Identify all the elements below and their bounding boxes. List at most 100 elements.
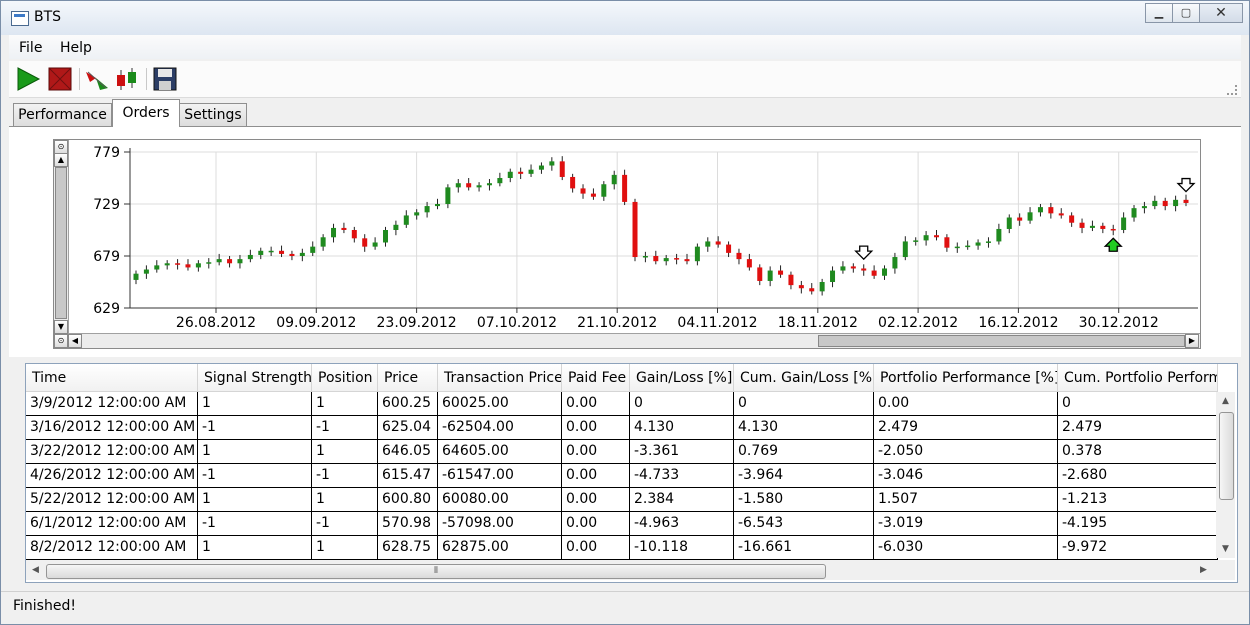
menu-bar: File Help: [9, 35, 1241, 59]
candle-body: [237, 259, 243, 264]
candle-body: [424, 206, 430, 213]
table-cell: -3.964: [734, 464, 874, 488]
candle-body: [206, 262, 212, 264]
table-cell: -6.030: [874, 536, 1058, 560]
candle-body: [1048, 207, 1054, 214]
table-cell: 1: [198, 536, 312, 560]
grid-vertical-thumb[interactable]: [1219, 412, 1234, 500]
scroll-down-icon[interactable]: ▼: [54, 320, 68, 334]
candle-body: [143, 269, 149, 274]
chart-vertical-thumb[interactable]: [55, 167, 67, 319]
column-header[interactable]: Signal Strength: [198, 364, 312, 392]
table-row[interactable]: 8/2/2012 12:00:00 AM 1 1 628.75 62875.00 0.00…: [26, 536, 1218, 560]
column-header[interactable]: Transaction Price: [438, 364, 562, 392]
table-row[interactable]: 3/22/2012 12:00:00 AM 1 1 646.05 64605.00 0.0…: [26, 440, 1218, 464]
table-cell: -1: [312, 416, 378, 440]
column-header[interactable]: Paid Fee: [562, 364, 630, 392]
x-tick-label: 30.12.2012: [1079, 315, 1159, 331]
column-header[interactable]: Cum. Gain/Loss [%]: [734, 364, 874, 392]
candle-body: [1110, 228, 1116, 231]
column-header[interactable]: Cum. Portfolio Perform: [1058, 364, 1218, 392]
tab-performance[interactable]: Performance: [13, 103, 112, 127]
scroll-up-icon[interactable]: ▲: [54, 153, 68, 167]
candle-body: [383, 230, 389, 243]
column-header[interactable]: Price: [378, 364, 438, 392]
stop-button[interactable]: [47, 66, 73, 92]
column-header[interactable]: Time: [26, 364, 198, 392]
candle-body: [175, 263, 181, 265]
candle-body: [1141, 206, 1147, 209]
save-button[interactable]: [152, 66, 178, 92]
grid-horizontal-scrollbar[interactable]: ◀ ⦀ ▶: [26, 560, 1235, 580]
chart-zoom-icon[interactable]: ⊙: [54, 140, 68, 154]
table-cell: 3/22/2012 12:00:00 AM: [26, 440, 198, 464]
candle-body: [830, 270, 836, 282]
candle-body: [227, 259, 233, 264]
scroll-right-icon[interactable]: ▶: [1185, 334, 1199, 348]
close-button[interactable]: ✕: [1199, 3, 1243, 23]
start-button[interactable]: [15, 66, 41, 92]
table-row[interactable]: 3/9/2012 12:00:00 AM 1 1 600.25 60025.00 0.00…: [26, 392, 1218, 416]
table-cell: 8/2/2012 12:00:00 AM: [26, 536, 198, 560]
table-cell: 2.384: [630, 488, 734, 512]
y-tick-label: 679: [93, 249, 120, 265]
table-cell: -2.680: [1058, 464, 1218, 488]
table-cell: 0.00: [562, 488, 630, 512]
candle-body: [757, 267, 763, 281]
candle-body: [954, 246, 960, 249]
menu-file[interactable]: File: [19, 40, 43, 56]
candle-body: [559, 161, 565, 177]
indicator-button[interactable]: [84, 66, 110, 92]
candle-body: [362, 238, 368, 247]
grid-scroll-up-icon[interactable]: ▲: [1222, 396, 1229, 406]
maximize-button[interactable]: ▢: [1172, 3, 1200, 23]
candle-body: [216, 259, 222, 263]
candle-body: [528, 169, 534, 174]
candle-body: [1131, 208, 1137, 218]
candle-body: [455, 183, 461, 188]
menu-help[interactable]: Help: [60, 40, 92, 56]
chart-zoom-reset-icon[interactable]: ⊙: [54, 334, 68, 348]
candle-body: [726, 244, 732, 253]
table-row[interactable]: 4/26/2012 12:00:00 AM -1 -1 615.47 -61547.00…: [26, 464, 1218, 488]
table-row[interactable]: 6/1/2012 12:00:00 AM -1 -1 570.98 -57098.00 0…: [26, 512, 1218, 536]
table-cell: -1: [198, 464, 312, 488]
table-cell: -1: [312, 464, 378, 488]
status-text: Finished!: [13, 598, 76, 614]
x-tick-label: 04.11.2012: [677, 315, 757, 331]
table-row[interactable]: 5/22/2012 12:00:00 AM 1 1 600.80 60080.00 0.0…: [26, 488, 1218, 512]
candlestick-button[interactable]: [114, 66, 140, 92]
sell-arrow-icon: [854, 245, 874, 261]
candle-body: [985, 241, 991, 243]
minimize-button[interactable]: ▁: [1145, 3, 1173, 23]
candle-body: [788, 274, 794, 286]
candle-body: [507, 171, 513, 178]
save-icon: [153, 67, 177, 91]
column-header[interactable]: Position: [312, 364, 378, 392]
column-header[interactable]: Gain/Loss [%]: [630, 364, 734, 392]
chart-horizontal-thumb[interactable]: [818, 335, 1185, 347]
x-tick-label: 16.12.2012: [978, 315, 1058, 331]
grid-horizontal-thumb[interactable]: ⦀: [46, 564, 826, 579]
tab-settings[interactable]: Settings: [179, 103, 247, 127]
table-cell: 1: [312, 536, 378, 560]
candle-body: [1152, 200, 1158, 207]
table-cell: -3.046: [874, 464, 1058, 488]
candle-body: [1100, 225, 1106, 229]
chart-horizontal-scrollbar[interactable]: ⊙ ◀ ▶: [54, 333, 1200, 348]
candle-body: [674, 258, 680, 260]
candle-body: [850, 266, 856, 269]
chart-vertical-scrollbar[interactable]: ⊙ ▲ ▼: [54, 140, 69, 334]
grid-vertical-scrollbar[interactable]: ▲ ▼: [1216, 392, 1235, 558]
table-row[interactable]: 3/16/2012 12:00:00 AM -1 -1 625.04 -62504.00…: [26, 416, 1218, 440]
column-header[interactable]: Portfolio Performance [%]: [874, 364, 1058, 392]
grid-scroll-left-icon[interactable]: ◀: [32, 565, 39, 575]
toolbar-grip[interactable]: [1227, 85, 1237, 95]
table-cell: 0.00: [562, 416, 630, 440]
grid-scroll-right-icon[interactable]: ▶: [1200, 565, 1207, 575]
grid-scroll-down-icon[interactable]: ▼: [1222, 544, 1229, 554]
candle-body: [840, 266, 846, 271]
candle-body: [882, 268, 888, 276]
tab-orders[interactable]: Orders: [112, 99, 180, 127]
scroll-left-icon[interactable]: ◀: [68, 334, 82, 348]
